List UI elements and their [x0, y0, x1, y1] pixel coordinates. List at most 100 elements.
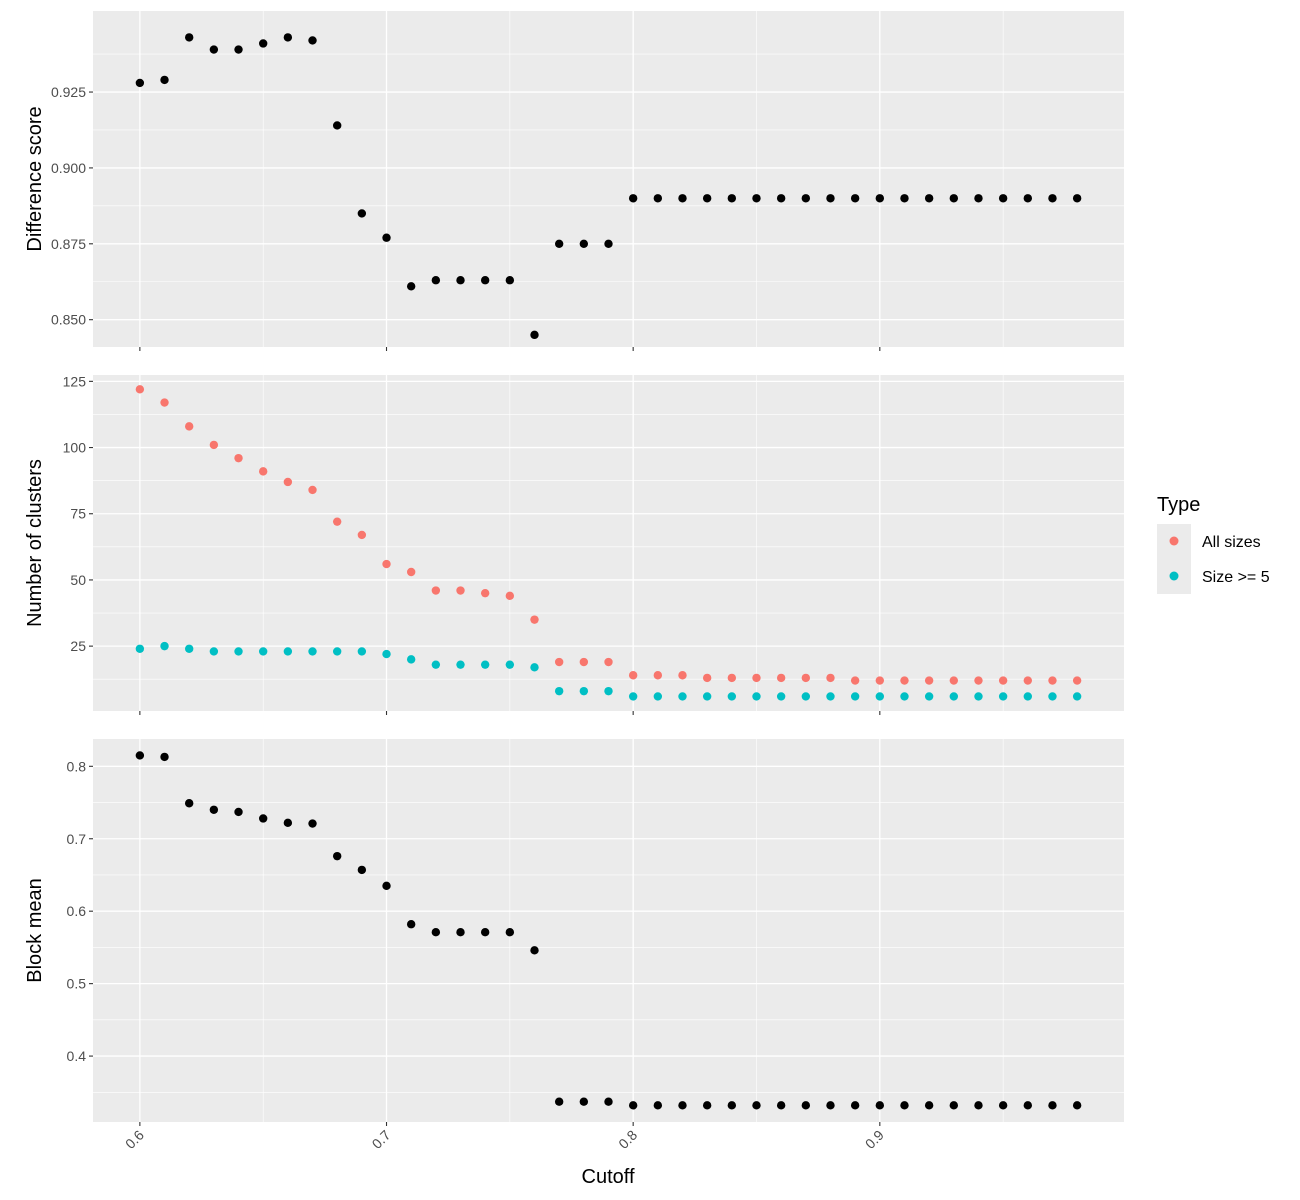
data-point-point — [456, 276, 465, 285]
data-point-all-sizes — [308, 485, 317, 495]
data-point-point — [431, 276, 441, 285]
panel-number-of-clusters: 25 50 75 100 125 Number of clusters — [24, 373, 1124, 715]
legend-label-size-ge-5: Size >= 5 — [1202, 569, 1270, 586]
data-point-size-5 — [234, 647, 243, 656]
data-point-size-5 — [554, 686, 564, 696]
data-point-point — [801, 194, 811, 203]
data-point-point — [234, 45, 243, 54]
data-point-point — [900, 1101, 909, 1110]
data-point-point — [628, 194, 638, 203]
data-point-point — [505, 928, 515, 937]
data-point-all-sizes — [209, 440, 219, 450]
data-point-size-5 — [875, 692, 885, 701]
panel-block-mean: 0.4 0.5 0.6 0.7 0.8 Block mean — [24, 739, 1124, 1126]
data-point-point — [850, 194, 860, 203]
data-point-size-5 — [678, 692, 687, 701]
data-point-size-5 — [135, 644, 145, 653]
data-point-size-5 — [332, 647, 342, 656]
data-point-point — [308, 36, 317, 45]
data-point-size-5 — [949, 692, 959, 701]
data-point-point — [702, 194, 712, 203]
data-point-all-sizes — [850, 676, 860, 685]
data-point-all-sizes — [234, 453, 243, 463]
data-point-point — [1048, 194, 1057, 203]
data-point-all-sizes — [530, 615, 539, 624]
legend: Type All sizes Size >= 5 — [1157, 494, 1270, 594]
data-point-point — [702, 1101, 712, 1110]
data-point-size-5 — [406, 655, 416, 664]
y-tick-label: 0.850 — [51, 312, 86, 328]
y-tick-label: 0.8 — [67, 758, 87, 774]
data-point-point — [900, 194, 909, 203]
legend-title: Type — [1157, 494, 1200, 516]
data-point-point — [184, 33, 194, 42]
x-tick-label: 0.6 — [122, 1127, 147, 1152]
data-point-point — [480, 928, 490, 937]
data-point-size-5 — [628, 692, 638, 701]
data-point-size-5 — [974, 692, 983, 701]
data-point-all-sizes — [554, 657, 564, 667]
data-point-point — [924, 194, 934, 203]
data-point-size-5 — [653, 692, 663, 701]
data-point-point — [1072, 194, 1082, 203]
data-point-size-5 — [579, 686, 589, 696]
data-point-all-sizes — [628, 671, 638, 680]
data-point-point — [530, 330, 539, 340]
y-tick-label: 125 — [63, 373, 87, 389]
data-point-all-sizes — [332, 517, 342, 526]
y-axis-title: Number of clusters — [24, 459, 46, 627]
data-point-point — [801, 1101, 811, 1110]
data-point-all-sizes — [998, 676, 1008, 685]
data-point-point — [604, 239, 613, 249]
data-point-point — [283, 33, 293, 42]
data-point-size-5 — [283, 647, 293, 656]
data-point-point — [554, 1097, 564, 1106]
panel-background — [93, 739, 1124, 1122]
data-point-size-5 — [160, 641, 169, 651]
y-tick-label: 25 — [70, 638, 86, 654]
data-point-size-5 — [826, 692, 835, 701]
data-point-all-sizes — [382, 559, 391, 569]
data-point-point — [974, 194, 983, 203]
data-point-size-5 — [850, 692, 860, 701]
data-point-point — [875, 194, 885, 203]
data-point-point — [554, 239, 564, 249]
data-point-point — [209, 45, 219, 54]
data-point-point — [678, 1101, 687, 1110]
y-axis-title: Difference score — [24, 106, 46, 251]
data-point-all-sizes — [727, 673, 737, 683]
x-tick-label: 0.7 — [369, 1127, 394, 1152]
data-point-size-5 — [209, 647, 219, 656]
data-point-size-5 — [1048, 692, 1057, 701]
data-point-point — [505, 276, 515, 285]
data-point-size-5 — [1072, 692, 1082, 701]
data-point-point — [160, 75, 169, 85]
data-point-point — [1023, 194, 1033, 203]
data-point-size-5 — [456, 660, 465, 669]
data-point-all-sizes — [702, 673, 712, 683]
data-point-all-sizes — [604, 657, 613, 667]
data-point-all-sizes — [752, 673, 761, 683]
y-tick-label: 0.875 — [51, 236, 86, 252]
data-point-point — [332, 851, 342, 861]
data-point-point — [678, 194, 687, 203]
data-point-point — [998, 1101, 1008, 1110]
data-point-point — [826, 194, 835, 203]
data-point-point — [628, 1101, 638, 1110]
data-point-point — [406, 920, 416, 929]
data-point-point — [1048, 1101, 1057, 1110]
data-point-size-5 — [382, 649, 391, 659]
data-point-all-sizes — [135, 385, 145, 394]
data-point-size-5 — [801, 692, 811, 701]
data-point-size-5 — [530, 663, 539, 672]
data-point-point — [604, 1097, 613, 1106]
data-point-point — [653, 194, 663, 203]
data-point-point — [949, 194, 959, 203]
data-point-all-sizes — [160, 398, 169, 407]
y-tick-label: 75 — [70, 506, 86, 522]
panel-background — [93, 11, 1124, 347]
data-point-all-sizes — [357, 530, 367, 540]
data-point-point — [135, 78, 145, 88]
data-point-size-5 — [505, 660, 515, 669]
